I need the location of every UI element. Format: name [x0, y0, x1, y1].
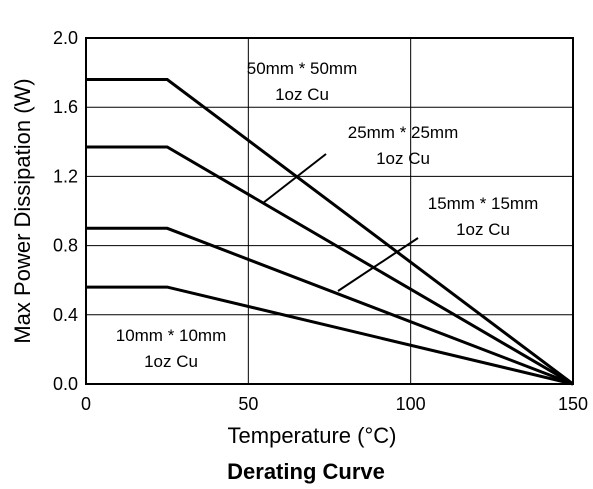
annotation-25mm-line2: 1oz Cu [376, 149, 430, 168]
annotations: 50mm * 50mm 1oz Cu 25mm * 25mm 1oz Cu 15… [116, 59, 539, 371]
annotation-leader [337, 237, 419, 292]
y-tick-label: 0.8 [53, 236, 78, 256]
y-tick-label: 1.2 [53, 166, 78, 186]
x-tick-label: 150 [558, 394, 588, 414]
annotation-leaders [262, 153, 419, 292]
x-axis-title: Temperature (°C) [228, 423, 397, 448]
annotation-15mm-line2: 1oz Cu [456, 220, 510, 239]
y-tick-label: 0.4 [53, 305, 78, 325]
y-axis-title: Max Power Dissipation (W) [10, 78, 35, 343]
annotation-15mm-line1: 15mm * 15mm [428, 194, 539, 213]
chart-title: Derating Curve [227, 459, 385, 484]
annotation-50mm-line2: 1oz Cu [275, 85, 329, 104]
annotation-50mm-line1: 50mm * 50mm [247, 59, 358, 78]
series-lines [86, 78, 574, 386]
y-tick-label: 1.6 [53, 97, 78, 117]
y-tick-label: 0.0 [53, 374, 78, 394]
x-tick-label: 50 [238, 394, 258, 414]
series-line [86, 226, 574, 386]
annotation-leader [262, 153, 327, 204]
tick-labels: 0 50 100 150 0.0 0.4 0.8 1.2 1.6 2.0 [53, 28, 588, 414]
x-tick-label: 100 [396, 394, 426, 414]
grid-lines [86, 38, 573, 384]
annotation-10mm-line2: 1oz Cu [144, 352, 198, 371]
annotation-25mm-line1: 25mm * 25mm [348, 123, 459, 142]
annotation-10mm-line1: 10mm * 10mm [116, 326, 227, 345]
series-line [86, 285, 574, 386]
y-tick-label: 2.0 [53, 28, 78, 48]
x-tick-label: 0 [81, 394, 91, 414]
series-line [86, 145, 574, 386]
series-line [86, 78, 574, 386]
plot-frame [85, 37, 574, 385]
